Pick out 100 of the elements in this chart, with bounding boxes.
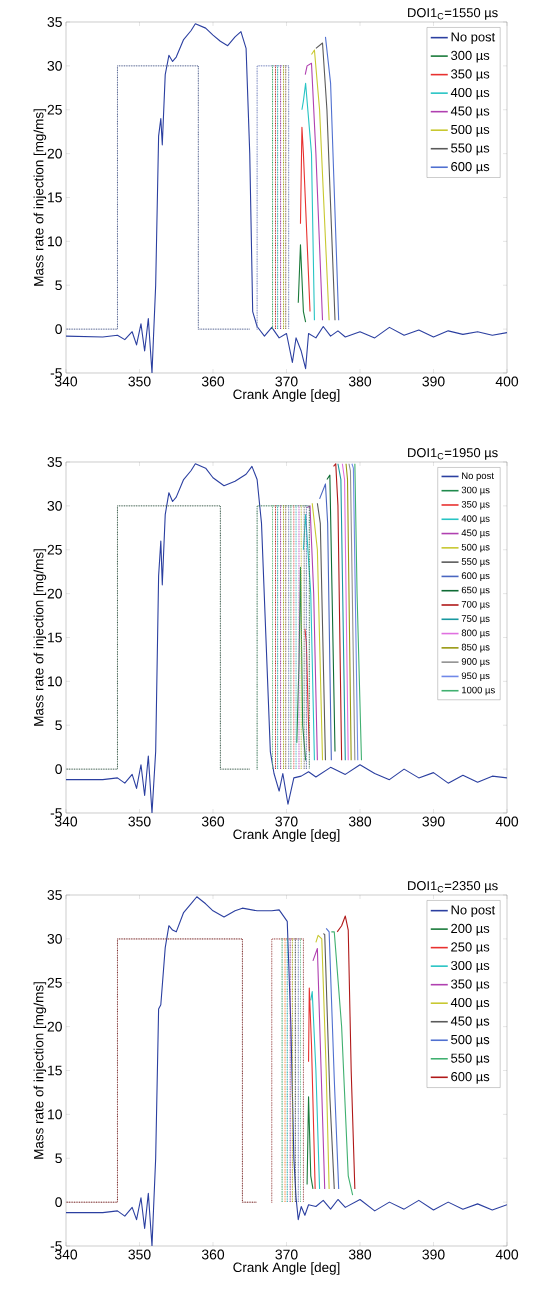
legend-label: 300 µs (451, 960, 490, 973)
legend-label: 450 µs (450, 1016, 490, 1029)
legend-label: 600 µs (451, 1072, 490, 1084)
line-series (312, 947, 326, 1190)
line-series (306, 1096, 314, 1190)
legend-label: 750 µs (461, 615, 490, 624)
x-axis-title: Crank Angle [deg] (233, 389, 340, 402)
legend-label: 450 µs (450, 106, 490, 119)
legend-label: 250 µs (451, 942, 490, 955)
x-axis-title: Crank Angle [deg] (233, 1262, 340, 1275)
legend-label: 350 µs (451, 979, 490, 992)
legend-title: DOI1$_{C}$=1550 µs (408, 8, 498, 20)
line-series (308, 987, 316, 1190)
x-tick-label: 370 (275, 1249, 298, 1260)
y-tick-label: 0 (55, 1197, 62, 1208)
line-series (325, 927, 340, 1190)
x-tick-label: 390 (422, 816, 445, 827)
legend-label: 550 µs (451, 143, 490, 156)
legend-label: 400 µs (450, 87, 490, 100)
y-tick-label: 10 (48, 1109, 62, 1120)
legend-label: 550 µs (461, 558, 490, 567)
x-tick-label: 400 (495, 1249, 519, 1260)
legend-label: 600 µs (451, 161, 490, 174)
y-tick-label: 15 (48, 1065, 62, 1076)
legend-label: 350 µs (461, 500, 490, 510)
x-tick-label: 350 (128, 816, 151, 827)
legend-label: 500 µs (451, 1034, 490, 1047)
y-tick-label: 15 (48, 192, 62, 203)
legend-label: 700 µs (461, 600, 490, 610)
y-axis-title: Mass rate of injection [mg/ms] (33, 549, 47, 726)
legend-label: 800 µs (461, 629, 490, 639)
legend-label: 1000 µs (462, 686, 495, 696)
legend-label: 850 µs (461, 643, 490, 653)
line-series (310, 990, 321, 1190)
y-tick-label: 20 (47, 148, 62, 159)
legend-label: 550 µs (451, 1053, 490, 1066)
line-series (332, 463, 343, 761)
x-tick-label: 380 (348, 816, 372, 827)
legend-label: 500 µs (451, 124, 490, 137)
x-tick-label: 390 (422, 1249, 445, 1260)
line-series (66, 23, 507, 373)
x-tick-label: 350 (128, 1249, 151, 1260)
legend-title: DOI1$_{C}$=2350 µs (408, 881, 498, 893)
y-tick-label: 20 (47, 588, 62, 599)
line-series (66, 896, 507, 1246)
y-tick-label: 30 (47, 500, 62, 511)
line-series (304, 62, 324, 321)
legend-title: DOI1$_{C}$=1950 µs (408, 448, 498, 460)
legend-label: No post (462, 472, 494, 481)
x-tick-label: 360 (201, 816, 225, 827)
line-series (315, 42, 336, 321)
y-tick-label: 0 (55, 764, 62, 775)
y-tick-label: 5 (55, 720, 62, 731)
line-series (297, 244, 307, 323)
y-tick-label: 35 (47, 457, 62, 467)
y-axis-title: Mass rate of injection [mg/ms] (33, 109, 47, 286)
x-tick-label: 370 (275, 376, 298, 387)
legend-label: 400 µs (450, 997, 490, 1010)
x-tick-label: 360 (201, 376, 225, 387)
line-series (302, 514, 315, 761)
line-series (301, 82, 315, 321)
legend-label: 300 µs (451, 50, 490, 63)
legend-label: 900 µs (461, 658, 490, 667)
legend-label: 500 µs (461, 543, 490, 553)
line-series (66, 463, 507, 813)
line-series (306, 505, 318, 761)
y-tick-label: 35 (47, 17, 62, 27)
y-axis-title: Mass rate of injection [mg/ms] (33, 982, 47, 1159)
line-series (296, 566, 307, 761)
x-tick-label: 400 (495, 376, 519, 387)
x-tick-label: 340 (54, 376, 78, 387)
x-tick-label: 360 (201, 1249, 225, 1260)
y-tick-label: 30 (47, 60, 62, 71)
y-tick-label: 25 (47, 544, 62, 555)
legend-label: 400 µs (461, 515, 490, 524)
y-tick-label: 25 (47, 104, 62, 115)
legend-label: 650 µs (461, 586, 490, 596)
y-tick-label: 10 (48, 676, 62, 687)
x-tick-label: 400 (495, 816, 519, 827)
legend-label: 600 µs (461, 572, 490, 581)
x-tick-label: 390 (422, 376, 445, 387)
line-series (299, 126, 311, 313)
legend-label: No post (451, 32, 496, 45)
line-series (315, 934, 330, 1190)
line-series (322, 933, 335, 1190)
x-tick-label: 370 (275, 816, 298, 827)
y-tick-label: 30 (47, 933, 62, 944)
x-tick-label: 350 (128, 376, 151, 387)
x-tick-label: 380 (348, 1249, 372, 1260)
legend-label: No post (451, 905, 496, 918)
y-tick-label: 0 (55, 324, 62, 335)
y-tick-label: 10 (48, 236, 62, 247)
x-axis-title: Crank Angle [deg] (233, 829, 340, 842)
line-series (319, 483, 332, 761)
y-tick-label: 35 (47, 890, 62, 900)
y-tick-label: 20 (47, 1021, 62, 1032)
y-tick-label: -5 (50, 1241, 62, 1251)
legend-label: 300 µs (461, 486, 490, 496)
x-tick-label: 340 (54, 1249, 78, 1260)
y-tick-label: 25 (47, 977, 62, 988)
